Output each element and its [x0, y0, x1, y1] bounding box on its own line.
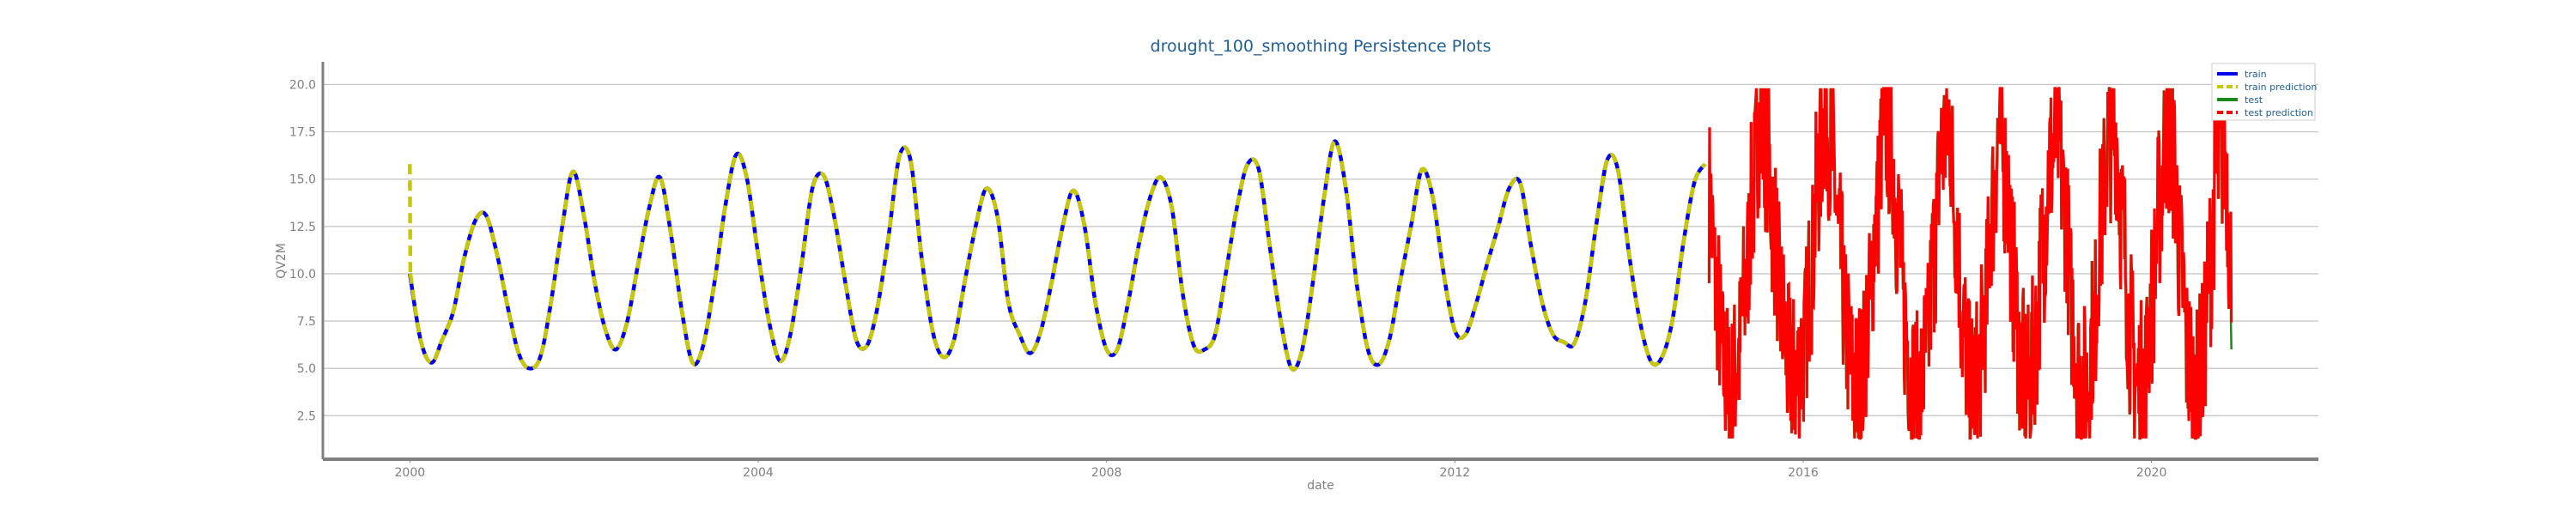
series-line-train-prediction-body: [408, 139, 1707, 372]
y-tick-label-7: 20.0: [289, 78, 316, 92]
series-line-test-prediction: [1708, 87, 2233, 440]
x-tick-label-0: 2000: [395, 466, 426, 480]
y-tick-label-1: 5.0: [297, 362, 316, 376]
y-tick-label-5: 15.0: [289, 173, 316, 187]
y-tick-label-2: 7.5: [297, 315, 316, 329]
x-tick-label-4: 2016: [1788, 466, 1819, 480]
legend-label-test-prediction: test prediction: [2245, 107, 2313, 118]
x-tick-label-3: 2012: [1440, 466, 1471, 480]
x-tick-label-5: 2020: [2136, 466, 2167, 480]
y-tick-label-3: 10.0: [289, 268, 316, 282]
legend-label-train-prediction: train prediction: [2245, 82, 2317, 93]
x-axis-title: date: [1307, 479, 1334, 493]
tick-labels: 2.5 5.0 7.5 10.0 12.5 15.0 17.5 20.0 2000 2004 200…: [289, 78, 2167, 480]
chart-title: drought_100_smoothing Persistence Plots: [1151, 37, 1492, 56]
x-tick-label-2: 2008: [1091, 466, 1122, 480]
legend: train train prediction test test predict…: [2211, 63, 2317, 121]
axes: [321, 62, 2318, 461]
y-tick-label-4: 12.5: [289, 221, 316, 234]
legend-label-test: test: [2245, 94, 2263, 106]
y-axis-title: QV2M: [275, 243, 289, 279]
series-lines: [408, 87, 2233, 440]
y-tick-label-6: 17.5: [289, 126, 316, 140]
y-tick-label-0: 2.5: [297, 409, 316, 423]
legend-label-train: train: [2245, 69, 2267, 80]
x-tick-label-1: 2004: [743, 466, 774, 480]
